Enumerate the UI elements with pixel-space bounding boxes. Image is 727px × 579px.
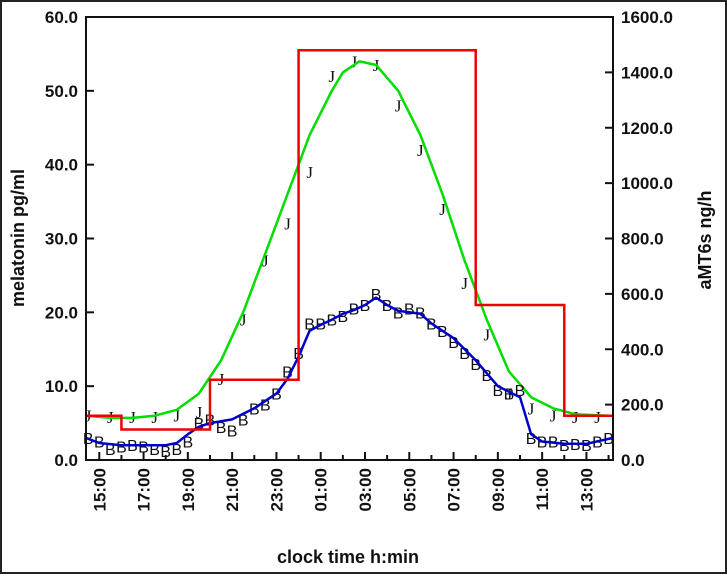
left-axis-tick-label: 0.0: [54, 451, 78, 470]
data-point-marker: J: [196, 403, 203, 422]
data-point-marker: B: [448, 335, 459, 352]
right-axis: 0.0 200.0 400.0 600.0 800.0 1000.0 1200.0 1400.…: [605, 8, 673, 470]
data-point-marker: B: [481, 368, 492, 385]
data-point-marker: J: [461, 274, 468, 293]
data-point-marker: J: [483, 325, 490, 344]
series-fit-line-1: [85, 296, 614, 447]
right-axis-tick-label: 800.0: [621, 230, 664, 249]
data-point-marker: J: [262, 252, 269, 271]
data-point-marker: J: [506, 385, 513, 404]
x-axis-tick-label: 05:00: [400, 468, 419, 511]
data-point-marker: B: [127, 438, 138, 455]
right-axis-tick-label: 1600.0: [621, 8, 673, 27]
y-axis-title-right: aMT6s ng/h: [695, 190, 715, 289]
data-point-marker: B: [393, 305, 404, 322]
data-point-marker: B: [105, 442, 116, 459]
data-point-marker: B: [504, 387, 515, 404]
data-point-marker: B: [559, 438, 570, 455]
left-axis: 0.0 10.0 20.0 30.0 40.0 50.0 60.0: [45, 8, 94, 470]
data-point-marker: B: [304, 316, 315, 333]
data-point-marker: B: [183, 435, 194, 452]
data-point-marker: B: [326, 313, 337, 330]
y-axis-title-left: melatonin pg/ml: [8, 169, 28, 307]
data-point-marker: B: [515, 383, 526, 400]
left-axis-tick-label: 60.0: [45, 8, 78, 27]
data-point-marker: B: [116, 440, 127, 457]
data-point-marker: B: [227, 423, 238, 440]
left-axis-tick-label: 20.0: [45, 303, 78, 322]
data-point-marker: B: [249, 401, 260, 418]
data-point-marker: B: [194, 416, 205, 433]
data-point-marker: J: [240, 311, 247, 330]
data-point-marker: J: [351, 52, 358, 71]
data-point-marker: J: [550, 407, 557, 426]
left-axis-tick-label: 10.0: [45, 377, 78, 396]
right-axis-tick-label: 1400.0: [621, 63, 673, 82]
data-point-marker: B: [459, 346, 470, 363]
series-step-line-2: [86, 48, 613, 431]
data-point-marker: J: [328, 67, 335, 86]
right-axis-tick-label: 600.0: [621, 285, 664, 304]
x-axis-tick-label: 23:00: [267, 468, 286, 511]
x-axis-title: clock time h:min: [277, 547, 419, 567]
x-axis-tick-label: 07:00: [445, 468, 464, 511]
data-point-marker: B: [338, 309, 349, 326]
left-axis-tick-label: 50.0: [45, 82, 78, 101]
data-point-marker: B: [371, 287, 382, 304]
data-point-marker: B: [570, 437, 581, 454]
data-point-marker: J: [572, 408, 579, 427]
data-point-marker: B: [360, 298, 371, 315]
x-axis-tick-label: 03:00: [356, 468, 375, 511]
x-axis-tick-label: 21:00: [223, 468, 242, 511]
series-fit-line-0: [85, 60, 609, 420]
data-point-marker: J: [151, 408, 158, 427]
x-axis-tick-label: 15:00: [90, 468, 109, 511]
data-point-marker: B: [526, 431, 537, 448]
data-point-marker: J: [528, 399, 535, 418]
data-point-marker: B: [382, 298, 393, 315]
right-axis-tick-label: 0.0: [621, 451, 645, 470]
data-point-marker: B: [171, 442, 182, 459]
right-axis-tick-label: 1200.0: [621, 119, 673, 138]
data-point-marker: B: [404, 302, 415, 319]
data-point-marker: J: [439, 200, 446, 219]
x-axis: 15:00 17:00 19:00 21:00 23:00 01:00 03:00 05:00…: [90, 452, 610, 511]
data-point-marker: B: [581, 438, 592, 455]
left-axis-tick-label: 40.0: [45, 156, 78, 175]
x-axis-tick-label: 11:00: [533, 468, 552, 511]
data-point-marker: B: [160, 444, 171, 461]
data-point-marker: J: [284, 215, 291, 234]
x-axis-tick-label: 01:00: [312, 468, 331, 511]
plot-frame: [85, 16, 614, 461]
data-point-marker: B: [470, 357, 481, 374]
data-point-marker: J: [306, 163, 313, 182]
data-point-marker: B: [238, 412, 249, 429]
data-point-marker: J: [417, 141, 424, 160]
x-axis-tick-label: 13:00: [577, 468, 596, 511]
data-point-marker: B: [149, 442, 160, 459]
x-axis-tick-label: 17:00: [135, 468, 154, 511]
x-axis-tick-label: 09:00: [489, 468, 508, 511]
left-axis-tick-label: 30.0: [45, 230, 78, 249]
data-point-marker: B: [592, 435, 603, 452]
right-axis-tick-label: 400.0: [621, 340, 664, 359]
data-point-marker: B: [493, 383, 504, 400]
data-point-marker: J: [594, 408, 601, 427]
data-point-marker: B: [537, 435, 548, 452]
data-point-marker: B: [260, 398, 271, 415]
data-point-marker: J: [395, 97, 402, 116]
data-point-marker: B: [282, 364, 293, 381]
right-axis-tick-label: 1000.0: [621, 174, 673, 193]
data-point-marker: J: [173, 407, 180, 426]
data-point-marker: B: [138, 440, 149, 457]
x-axis-tick-label: 19:00: [179, 468, 198, 511]
data-point-marker: B: [216, 420, 227, 437]
right-axis-tick-label: 200.0: [621, 396, 664, 415]
